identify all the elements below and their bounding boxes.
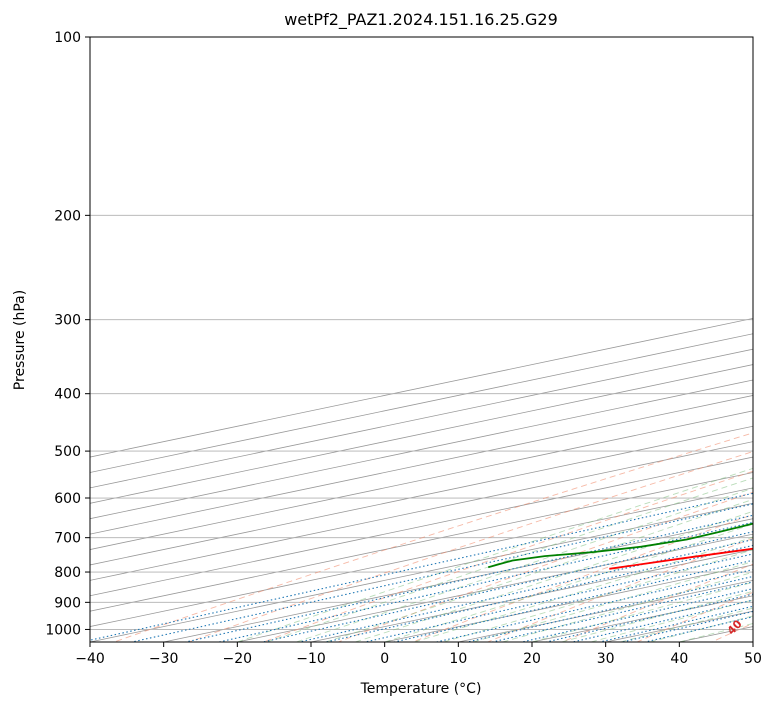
x-tick-label: 50 xyxy=(744,651,762,667)
x-tick-label: −10 xyxy=(296,651,326,667)
mixing-ratio-line xyxy=(90,492,753,641)
background-lines xyxy=(90,37,753,642)
y-tick-label: 100 xyxy=(54,30,81,46)
x-tick-label: −40 xyxy=(75,651,105,667)
moist-adiabat-line xyxy=(296,487,753,642)
isotherm-line xyxy=(90,472,753,612)
mixing-ratio-line xyxy=(521,588,753,642)
moist-adiabat-line xyxy=(266,477,753,642)
x-tick-label: −20 xyxy=(223,651,253,667)
x-tick-label: −30 xyxy=(149,651,179,667)
y-axis-title: Pressure (hPa) xyxy=(12,290,28,390)
y-tick-label: 800 xyxy=(54,565,81,581)
plot-frame xyxy=(89,36,754,643)
y-tick-label: 400 xyxy=(54,387,81,403)
isotherm-line xyxy=(163,518,753,642)
plot-background xyxy=(90,37,753,642)
y-tick-label: 300 xyxy=(54,313,81,329)
isotherm-line xyxy=(90,456,753,597)
isotherm-line xyxy=(90,487,753,627)
isotherm-line xyxy=(90,441,753,581)
mixing-ratio-line xyxy=(467,575,753,642)
y-tick-label: 500 xyxy=(54,444,81,460)
y-tick-label: 900 xyxy=(54,595,81,611)
isotherm-line xyxy=(90,425,753,566)
mixing-ratio-line xyxy=(131,503,753,642)
moist-adiabat-line xyxy=(472,560,753,642)
moist-adiabat-line xyxy=(443,549,753,642)
isotherm-line xyxy=(90,502,753,642)
x-tick-label: 40 xyxy=(670,651,688,667)
moist-adiabat-line xyxy=(384,523,753,642)
isotherm-line xyxy=(90,410,753,550)
x-axis-title: Temperature (°C) xyxy=(360,681,482,697)
isotherm-line xyxy=(90,333,753,473)
y-tick-label: 600 xyxy=(54,491,81,507)
x-tick-label: 20 xyxy=(523,651,541,667)
y-tick-label: 700 xyxy=(54,531,81,547)
isotherm-line xyxy=(752,641,753,642)
y-tick-label: 1000 xyxy=(45,622,81,638)
x-axis: −40 −30 −20 −10 0 10 20 30 40 50 xyxy=(75,642,762,667)
moist-adiabat-line xyxy=(531,581,753,642)
y-axis: 100 200 300 400 500 600 700 800 900 1000 xyxy=(45,30,90,638)
isotherm-line xyxy=(237,533,753,642)
dry-adiabat-line xyxy=(338,491,753,642)
x-tick-label: 0 xyxy=(380,651,389,667)
x-tick-label: 10 xyxy=(449,651,467,667)
moist-adiabat-line xyxy=(561,590,753,642)
dry-adiabat-line xyxy=(113,432,753,642)
isotherm-line xyxy=(90,317,753,458)
chart-title: wetPf2_PAZ1.2024.151.16.25.G29 xyxy=(284,10,558,30)
moist-adiabat-line xyxy=(237,467,753,642)
moist-adiabat-line xyxy=(355,510,753,642)
y-tick-label: 200 xyxy=(54,208,81,224)
x-tick-label: 30 xyxy=(597,651,615,667)
